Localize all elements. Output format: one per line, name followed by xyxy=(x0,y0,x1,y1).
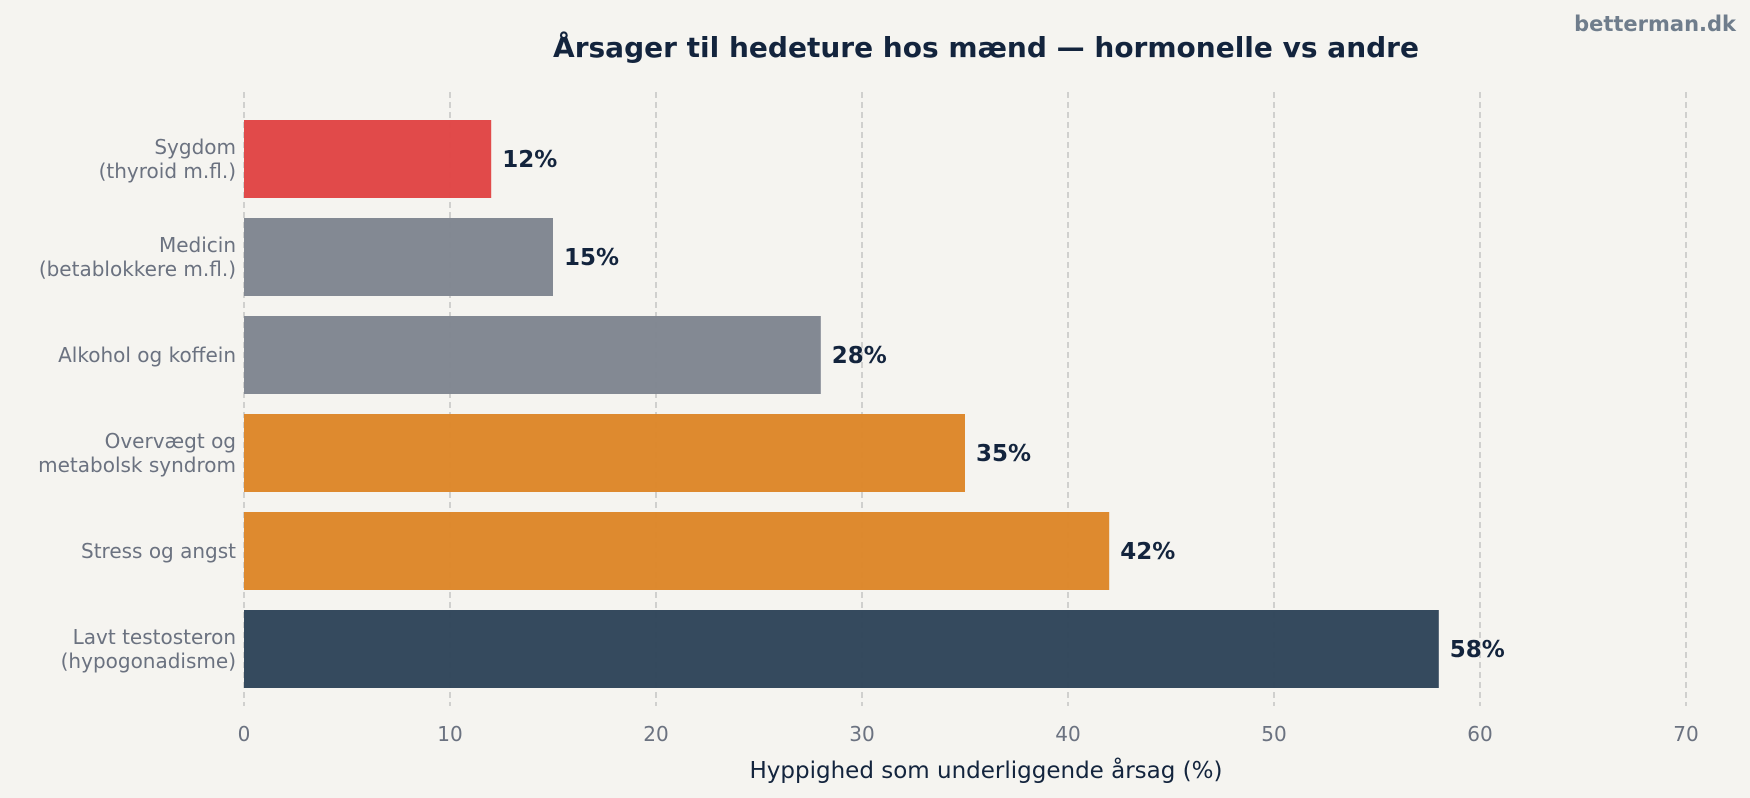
x-tick-label: 50 xyxy=(1261,722,1286,746)
x-tick-label: 20 xyxy=(643,722,668,746)
category-label-line: metabolsk syndrom xyxy=(38,453,236,477)
category-label-line: Alkohol og koffein xyxy=(58,343,236,367)
category-label-line: Overvægt og xyxy=(105,429,236,453)
x-tick-label: 70 xyxy=(1673,722,1698,746)
value-label: 15% xyxy=(564,245,619,271)
x-tick-labels: 0 10 20 30 40 50 60 70 xyxy=(238,722,1699,746)
value-label: 12% xyxy=(502,147,557,173)
bar xyxy=(244,610,1439,688)
chart-title: Årsager til hedeture hos mænd — hormonel… xyxy=(553,31,1419,64)
category-label: Overvægt og metabolsk syndrom xyxy=(38,429,236,477)
x-tick-label: 0 xyxy=(238,722,251,746)
category-label-line: Sygdom xyxy=(154,135,236,159)
category-labels: Sygdom (thyroid m.fl.) Medicin (betablokker… xyxy=(38,135,236,673)
value-label: 42% xyxy=(1120,539,1175,565)
category-label: Sygdom (thyroid m.fl.) xyxy=(99,135,236,183)
x-tick-label: 60 xyxy=(1467,722,1492,746)
category-label: Alkohol og koffein xyxy=(58,343,236,367)
x-tick-label: 10 xyxy=(437,722,462,746)
category-label-line: Lavt testosteron xyxy=(73,625,236,649)
x-axis-label: Hyppighed som underliggende årsag (%) xyxy=(750,756,1223,784)
bar xyxy=(244,512,1110,590)
x-tick-label: 40 xyxy=(1055,722,1080,746)
value-labels: 12% 15% 28% 35% 42% 58% xyxy=(502,147,1505,663)
bar xyxy=(244,414,965,492)
category-label-line: (hypogonadisme) xyxy=(61,649,236,673)
category-label: Medicin (betablokkere m.fl.) xyxy=(39,233,236,281)
bar xyxy=(244,120,492,198)
category-label-line: Medicin xyxy=(159,233,236,257)
category-label-line: (betablokkere m.fl.) xyxy=(39,257,236,281)
category-label-line: Stress og angst xyxy=(81,539,236,563)
value-label: 58% xyxy=(1450,637,1505,663)
value-label: 28% xyxy=(832,343,887,369)
bar xyxy=(244,316,821,394)
category-label: Lavt testosteron (hypogonadisme) xyxy=(61,625,236,673)
value-label: 35% xyxy=(976,441,1031,467)
brand-watermark: betterman.dk xyxy=(1574,12,1736,36)
bars xyxy=(244,120,1439,688)
category-label: Stress og angst xyxy=(81,539,236,563)
bar xyxy=(244,218,553,296)
x-tick-label: 30 xyxy=(849,722,874,746)
category-label-line: (thyroid m.fl.) xyxy=(99,159,236,183)
